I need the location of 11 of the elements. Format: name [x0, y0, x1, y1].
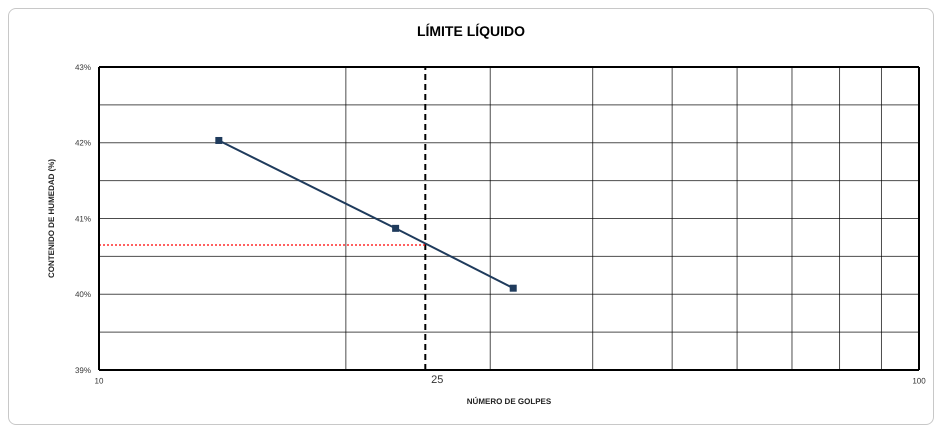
chart-title: LÍMITE LÍQUIDO: [416, 23, 526, 39]
x-axis-title: NÚMERO DE GOLPES: [466, 396, 552, 406]
y-tick-label: 43%: [74, 62, 91, 72]
y-tick-label: 39%: [74, 366, 91, 375]
ref-line-label: 25: [431, 374, 444, 386]
x-tick-label: 10: [94, 376, 104, 386]
y-tick-label: 42%: [74, 138, 91, 148]
y-tick-label: 40%: [74, 290, 91, 300]
x-tick-label: 100: [912, 376, 926, 386]
y-axis-title: CONTENIDO DE HUMEDAD (%): [46, 158, 56, 278]
y-tick-label: 41%: [74, 214, 91, 224]
